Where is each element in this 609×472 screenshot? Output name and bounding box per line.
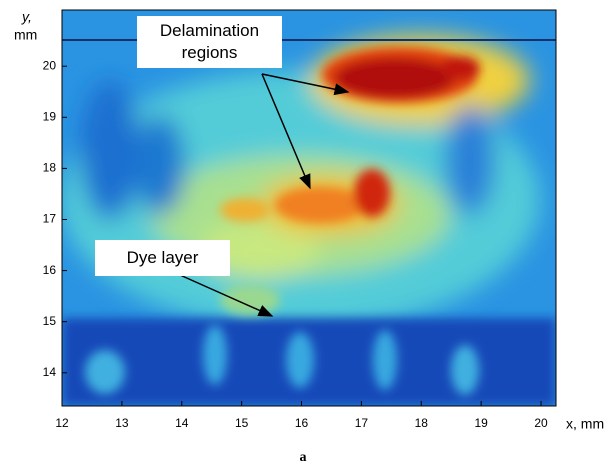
y-tick-label: 20 <box>43 58 57 72</box>
x-tick-label: 16 <box>295 416 309 430</box>
x-tick-label: 17 <box>355 416 369 430</box>
y-tick-label: 17 <box>43 212 57 226</box>
x-tick-label: 18 <box>415 416 429 430</box>
heatmap-image <box>60 10 556 406</box>
y-tick-label: 16 <box>43 263 57 277</box>
y-tick-label: 19 <box>43 109 57 123</box>
x-label: x, mm <box>566 416 604 432</box>
y-label: mm <box>14 27 37 43</box>
x-tick-label: 14 <box>175 416 189 430</box>
y-label: y, <box>21 9 32 25</box>
page: y, mm x, mm a 12 13 14 15 16 17 18 19 20 14 15 16 17… <box>0 0 609 472</box>
caption: a <box>300 450 307 465</box>
x-tick-label: 12 <box>55 416 69 430</box>
y-tick-label: 14 <box>43 365 57 379</box>
x-tick-label: 19 <box>474 416 488 430</box>
y-tick-label: 15 <box>43 314 57 328</box>
annotation: Delamination regions <box>137 16 282 68</box>
x-tick-label: 20 <box>534 416 548 430</box>
x-tick-label: 13 <box>115 416 129 430</box>
x-tick-label: 15 <box>235 416 249 430</box>
annotation: Dye layer <box>95 240 230 276</box>
y-tick-label: 18 <box>43 161 57 175</box>
chart: y, mm x, mm a 12 13 14 15 16 17 18 19 20 14 15 16 17… <box>0 0 609 472</box>
